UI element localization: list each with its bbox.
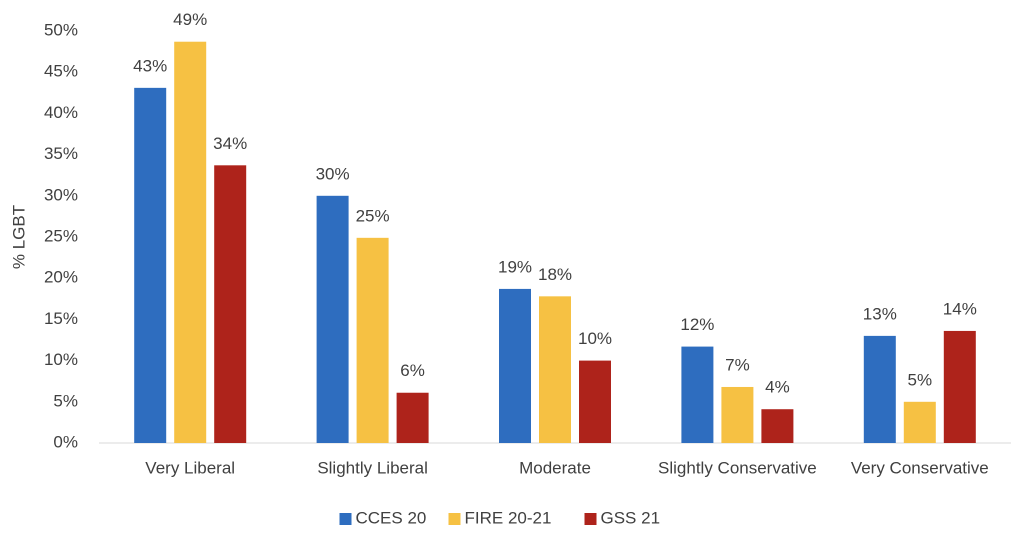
- y-tick-label: 10%: [44, 350, 78, 369]
- x-tick-label: Moderate: [519, 458, 591, 477]
- value-label: 19%: [498, 257, 532, 276]
- value-label: 43%: [133, 56, 167, 75]
- bar: [356, 237, 389, 443]
- bar: [579, 360, 611, 443]
- value-label: 25%: [356, 206, 390, 225]
- y-tick-label: 0%: [53, 432, 78, 451]
- legend-swatch: [584, 513, 597, 525]
- bar: [316, 195, 349, 443]
- value-label: 34%: [213, 134, 247, 153]
- y-tick-label: 20%: [44, 268, 78, 287]
- value-label: 12%: [680, 315, 714, 334]
- bar: [721, 386, 754, 443]
- y-tick-label: 30%: [44, 185, 78, 204]
- value-label: 30%: [316, 164, 350, 183]
- x-tick-label: Very Conservative: [851, 458, 989, 477]
- y-tick-label: 25%: [44, 226, 78, 245]
- bar: [681, 346, 714, 443]
- y-axis-label: % LGBT: [9, 205, 28, 269]
- bar: [761, 409, 794, 443]
- value-label: 18%: [538, 265, 572, 284]
- legend-swatch: [339, 513, 352, 525]
- bar: [499, 288, 531, 443]
- bar: [174, 41, 207, 443]
- value-label: 49%: [173, 10, 207, 29]
- y-tick-label: 40%: [44, 103, 78, 122]
- bar: [863, 335, 896, 443]
- legend-swatch: [448, 513, 461, 525]
- bar: [943, 330, 976, 443]
- bar: [539, 296, 571, 443]
- bar: [214, 165, 247, 443]
- value-label: 4%: [765, 378, 790, 397]
- value-label: 5%: [908, 370, 933, 389]
- value-label: 14%: [943, 299, 977, 318]
- value-label: 13%: [863, 304, 897, 323]
- x-tick-label: Slightly Conservative: [658, 458, 817, 477]
- x-tick-label: Slightly Liberal: [317, 458, 428, 477]
- y-tick-label: 5%: [53, 391, 78, 410]
- legend-label: CCES 20: [356, 508, 427, 527]
- legend-label: GSS 21: [601, 508, 661, 527]
- value-label: 6%: [400, 361, 425, 380]
- y-tick-label: 35%: [44, 144, 78, 163]
- value-label: 10%: [578, 329, 612, 348]
- value-label: 7%: [725, 355, 750, 374]
- y-tick-label: 50%: [44, 20, 78, 39]
- x-tick-label: Very Liberal: [145, 458, 235, 477]
- bar: [903, 401, 936, 443]
- bar: [396, 392, 429, 443]
- bar: [134, 87, 167, 443]
- y-tick-label: 45%: [44, 62, 78, 81]
- legend-label: FIRE 20-21: [465, 508, 552, 527]
- y-tick-label: 15%: [44, 309, 78, 328]
